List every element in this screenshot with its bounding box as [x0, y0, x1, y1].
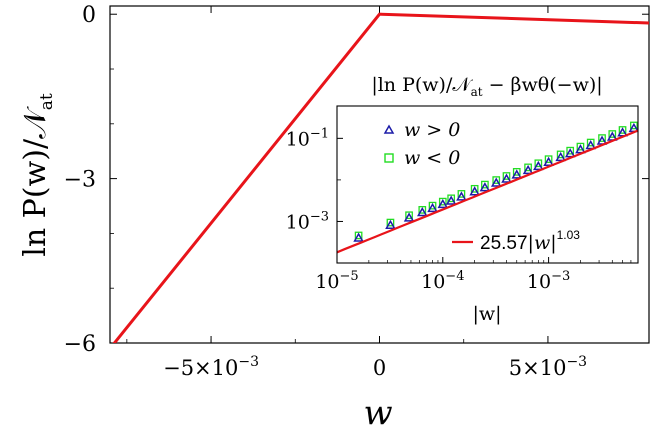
inset-point-w-positive	[427, 202, 438, 213]
inset-point-w-negative	[534, 159, 543, 168]
legend-marker-square	[384, 153, 394, 163]
inset-x-tick-label: 10−5	[315, 269, 358, 293]
inset-point-w-negative	[512, 168, 521, 176]
inset-point-w-negative	[470, 184, 479, 193]
inset-point-w-negative	[566, 146, 575, 155]
inset-point-w-negative	[524, 163, 532, 172]
inset-point-w-negative	[386, 218, 395, 227]
inset-point-w-positive	[555, 151, 566, 162]
inset-point-w-negative	[502, 172, 511, 180]
inset-y-tick-label: 10−1	[286, 126, 329, 150]
inset-x-tick-label: 10−3	[527, 269, 570, 293]
inset-plot-frame	[336, 105, 639, 264]
inset-point-w-negative	[428, 201, 437, 210]
inset-point-w-negative	[354, 231, 363, 240]
main-x-tick-label: 0	[373, 356, 386, 380]
main-x-tick-label: 5×10−3	[509, 354, 587, 380]
inset-point-w-positive	[490, 177, 502, 187]
inset-x-tick-label: 10−4	[421, 269, 464, 293]
main-y-tick-label: 0	[82, 3, 96, 28]
main-y-tick-label: −6	[64, 332, 96, 357]
inset-point-w-positive	[416, 207, 428, 217]
inset-point-w-positive	[469, 186, 480, 196]
main-y-axis-label: ln P(w)/𝒩at	[18, 93, 57, 257]
inset-point-w-positive	[575, 144, 586, 154]
inset-fit-line	[337, 129, 638, 254]
inset-x-axis-label: |w|	[472, 303, 501, 325]
inset-point-w-negative	[447, 194, 456, 203]
inset-point-w-negative	[630, 121, 638, 130]
inset-point-w-positive	[403, 212, 415, 222]
inset-point-w-negative	[556, 150, 565, 159]
inset-point-w-positive	[533, 160, 544, 171]
inset-point-w-positive	[511, 169, 523, 179]
inset-point-w-positive	[437, 198, 449, 209]
inset-point-w-negative	[405, 211, 413, 220]
main-ticks: −5×10−3 0 5×10−3 0 −3 −6	[64, 3, 649, 380]
legend-marker-triangle	[383, 124, 395, 134]
inset-point-w-positive	[353, 232, 364, 242]
inset-point-w-positive	[445, 195, 457, 205]
inset-series	[337, 121, 638, 254]
inset-point-w-positive	[456, 191, 467, 201]
main-y-tick-label: −3	[64, 168, 96, 193]
inset-point-w-positive	[564, 148, 576, 158]
inset-point-w-negative	[598, 134, 606, 142]
legend-label-fit: 25.57|w|1.03	[480, 228, 580, 254]
inset-point-w-positive	[385, 219, 396, 229]
main-x-axis-label: w	[363, 393, 392, 433]
inset-y-tick-label: 10−3	[286, 209, 329, 233]
inset-point-w-positive	[522, 164, 534, 175]
inset-point-w-positive	[543, 156, 554, 166]
inset-point-w-negative	[544, 155, 553, 164]
inset-point-w-negative	[492, 176, 501, 184]
inset-ticks: 10−5 10−4 10−3 10−1 10−3	[286, 126, 639, 293]
main-x-tick-label: −5×10−3	[163, 354, 259, 380]
inset-legend: w > 0 w < 0 25.57|w|1.03	[383, 119, 580, 254]
inset-point-w-negative	[457, 190, 466, 198]
inset-point-w-negative	[618, 126, 627, 134]
main-series-line	[112, 12, 649, 343]
legend-label-w-positive: w > 0	[404, 119, 460, 141]
main-series	[112, 12, 649, 343]
legend-label-w-negative: w < 0	[404, 147, 460, 169]
inset-point-w-positive	[501, 173, 512, 183]
inset-point-w-negative	[438, 197, 447, 206]
inset-point-w-positive	[479, 182, 491, 192]
inset-plot-area	[337, 121, 638, 254]
inset-title: |ln P(w)/𝒩at − βwθ(−w)|	[371, 74, 602, 99]
inset-point-w-negative	[481, 180, 489, 189]
inset-point-w-negative	[586, 138, 595, 147]
inset-point-w-negative	[608, 130, 617, 138]
inset-point-w-negative	[418, 206, 427, 214]
inset-point-w-negative	[576, 142, 585, 151]
